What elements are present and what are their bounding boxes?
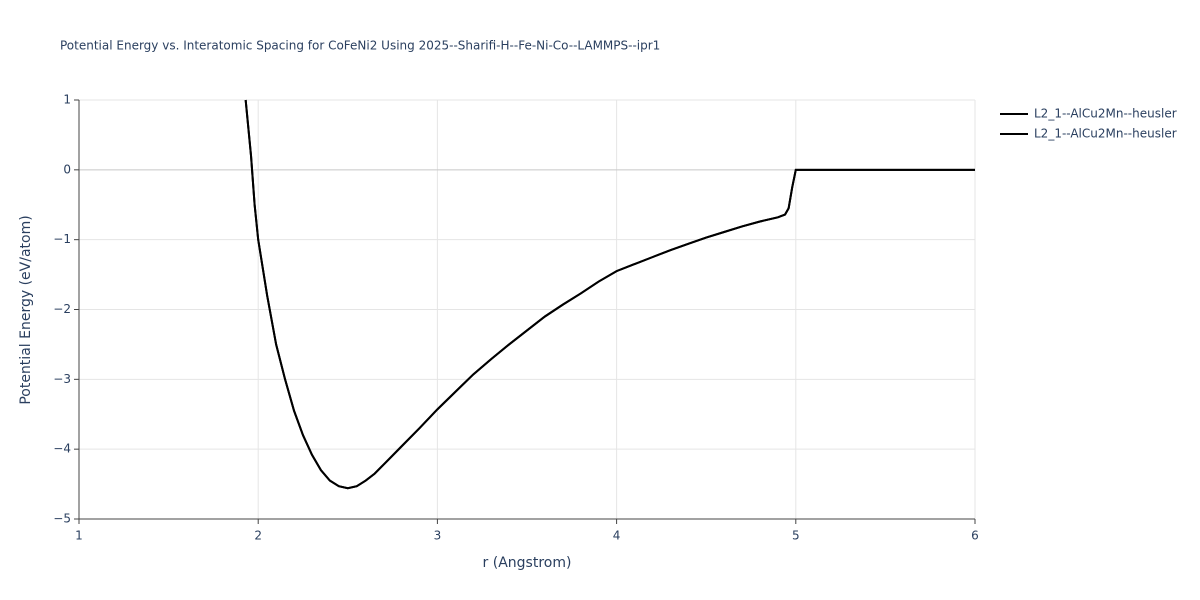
x-tick-label: 5	[792, 529, 800, 543]
y-tick-label: −1	[53, 232, 71, 246]
x-axis-label: r (Angstrom)	[483, 555, 572, 571]
x-tick-label: 1	[75, 529, 83, 543]
y-tick-label: 0	[63, 162, 71, 176]
legend-label: L2_1--AlCu2Mn--heusler	[1034, 107, 1177, 121]
line-series	[244, 99, 975, 490]
x-tick-label: 6	[971, 529, 979, 543]
y-axis-label: Potential Energy (eV/atom)	[18, 215, 34, 404]
x-tick-label: 3	[434, 529, 442, 543]
y-tick-label: −2	[53, 302, 71, 316]
legend-label: L2_1--AlCu2Mn--heusler	[1034, 127, 1177, 141]
y-tick-label: −4	[53, 442, 71, 456]
y-tick-label: −3	[53, 372, 71, 386]
chart-title: Potential Energy vs. Interatomic Spacing…	[60, 39, 660, 53]
x-tick-label: 2	[254, 529, 262, 543]
line-series	[244, 99, 975, 490]
x-tick-label: 4	[613, 529, 621, 543]
y-tick-label: 1	[63, 93, 71, 107]
y-tick-label: −5	[53, 512, 71, 526]
